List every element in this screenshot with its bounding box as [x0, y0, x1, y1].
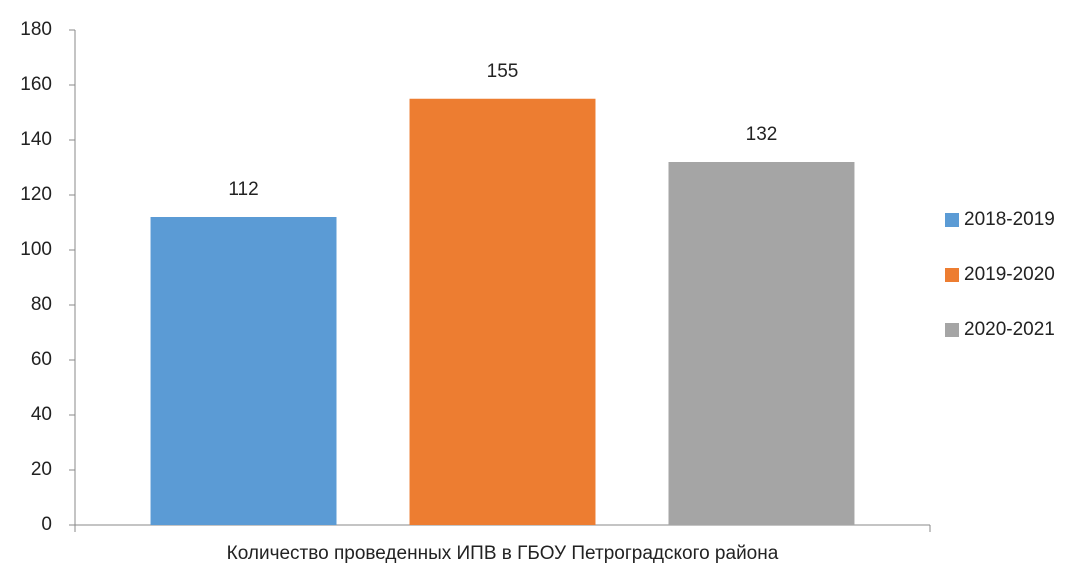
- y-tick-label: 60: [31, 349, 52, 370]
- bar: [668, 162, 855, 525]
- y-tick-label: 20: [31, 459, 52, 480]
- y-tick-label: 80: [31, 294, 52, 315]
- y-tick-label: 100: [20, 239, 52, 260]
- y-tick-label: 40: [31, 404, 52, 425]
- legend-label: 2020-2021: [964, 319, 1055, 340]
- y-tick-label: 0: [41, 514, 52, 535]
- bar: [150, 217, 337, 525]
- legend-label: 2019-2020: [964, 264, 1055, 285]
- data-label: 132: [746, 124, 778, 145]
- y-tick-label: 160: [20, 74, 52, 95]
- x-tick-label: Количество проведенных ИПВ в ГБОУ Петрог…: [227, 543, 779, 564]
- legend-label: 2018-2019: [964, 209, 1055, 230]
- legend-swatch: [945, 323, 959, 337]
- data-label: 112: [228, 179, 258, 200]
- legend-swatch: [945, 268, 959, 282]
- bar: [409, 98, 596, 525]
- y-tick-label: 120: [20, 184, 52, 205]
- y-tick-label: 140: [20, 129, 52, 150]
- legend-swatch: [945, 213, 959, 227]
- y-tick-label: 180: [20, 19, 52, 40]
- data-label: 155: [487, 61, 519, 82]
